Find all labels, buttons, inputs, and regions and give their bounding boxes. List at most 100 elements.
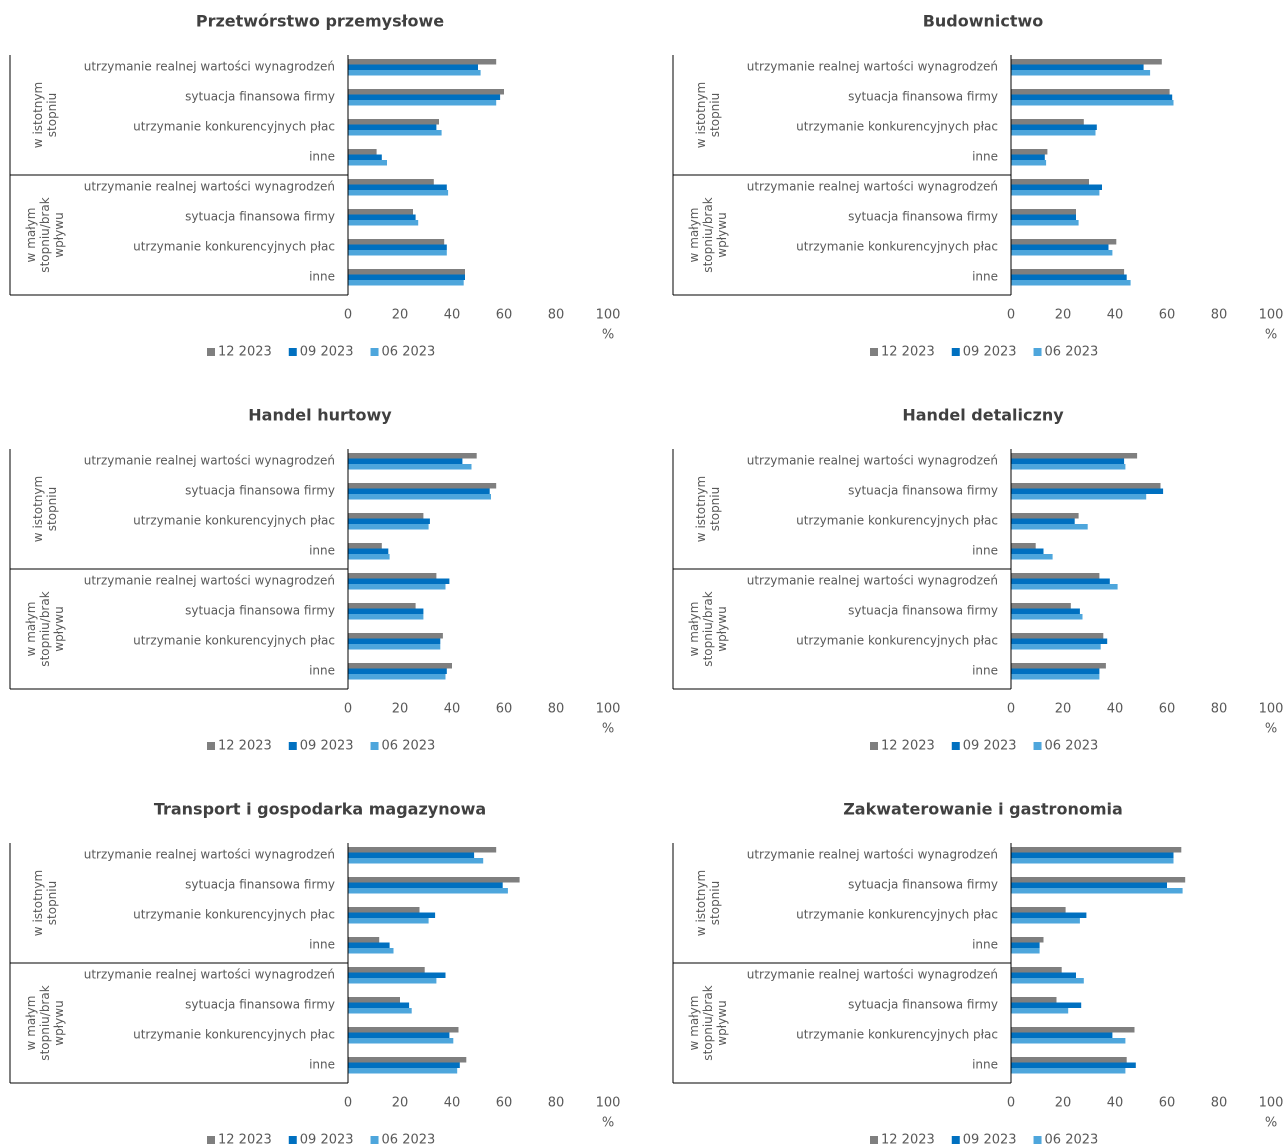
- x-tick-label: 0: [344, 702, 352, 717]
- x-tick-label: 40: [444, 308, 461, 323]
- bar: [348, 209, 413, 215]
- legend-swatch: [288, 742, 297, 750]
- bar: [1011, 149, 1048, 155]
- bar: [1011, 464, 1126, 470]
- x-tick-label: 20: [1055, 308, 1072, 323]
- bar: [348, 220, 419, 226]
- bar: [348, 214, 416, 220]
- legend-label: 06 2023: [382, 345, 436, 360]
- category-label: utrzymanie realnej wartości wynagrodzeń: [84, 454, 335, 468]
- bar: [348, 543, 382, 549]
- category-label: inne: [972, 270, 998, 284]
- bar: [1011, 518, 1075, 524]
- bar: [348, 269, 465, 275]
- bar: [348, 912, 436, 918]
- bar: [348, 190, 449, 196]
- category-label: utrzymanie konkurencyjnych płac: [796, 120, 998, 134]
- category-label: sytuacja finansowa firmy: [848, 878, 998, 892]
- x-tick-label: 40: [1107, 702, 1124, 717]
- bar: [1011, 997, 1057, 1003]
- bar: [348, 972, 446, 978]
- bar: [348, 1027, 459, 1033]
- bar: [348, 1008, 412, 1014]
- bar: [1011, 130, 1096, 136]
- legend-swatch: [951, 1136, 960, 1144]
- x-unit: %: [602, 1116, 614, 1131]
- bar: [348, 179, 434, 185]
- category-label: utrzymanie konkurencyjnych płac: [796, 634, 998, 648]
- bar: [1011, 64, 1144, 70]
- x-unit: %: [1265, 1116, 1277, 1131]
- x-tick-label: 0: [1007, 308, 1015, 323]
- bar: [1011, 160, 1047, 166]
- legend-label: 09 2023: [963, 345, 1017, 360]
- bar: [1011, 179, 1089, 185]
- category-label: sytuacja finansowa firmy: [848, 90, 998, 104]
- legend-swatch: [370, 348, 379, 356]
- legend-swatch: [1033, 348, 1042, 356]
- bar: [1011, 573, 1100, 579]
- category-label: utrzymanie realnej wartości wynagrodzeń: [747, 968, 998, 982]
- bar: [348, 668, 447, 674]
- category-label: utrzymanie konkurencyjnych płac: [133, 514, 335, 528]
- category-label: sytuacja finansowa firmy: [185, 998, 335, 1012]
- category-label: inne: [309, 150, 335, 164]
- bar: [348, 160, 387, 166]
- bar: [1011, 1002, 1082, 1008]
- bar: [348, 244, 447, 250]
- x-unit: %: [602, 722, 614, 737]
- bar: [1011, 220, 1079, 226]
- bar: [1011, 453, 1138, 459]
- bar: [348, 638, 441, 644]
- bar: [1011, 269, 1125, 275]
- x-tick-label: 80: [1211, 308, 1228, 323]
- category-label: utrzymanie konkurencyjnych płac: [133, 120, 335, 134]
- x-tick-label: 20: [1055, 702, 1072, 717]
- group-label: w istotnym stopniu: [694, 475, 722, 543]
- legend-label: 12 2023: [218, 345, 272, 360]
- x-tick-label: 100: [596, 1096, 621, 1111]
- bar: [1011, 937, 1044, 943]
- x-tick-label: 0: [344, 308, 352, 323]
- bar: [1011, 1038, 1126, 1044]
- bar: [1011, 548, 1044, 554]
- x-tick-label: 60: [1159, 702, 1176, 717]
- bar: [1011, 280, 1131, 286]
- category-label: sytuacja finansowa firmy: [848, 604, 998, 618]
- bar: [348, 239, 445, 245]
- bar: [1011, 668, 1100, 674]
- bar: [1011, 190, 1100, 196]
- bar: [348, 513, 424, 519]
- bar: [1011, 70, 1151, 76]
- bar: [1011, 154, 1045, 160]
- bar: [348, 603, 416, 609]
- legend-label: 06 2023: [382, 739, 436, 754]
- x-tick-label: 80: [548, 702, 565, 717]
- bar: [348, 554, 390, 560]
- bar: [1011, 614, 1083, 620]
- x-tick-label: 60: [496, 308, 513, 323]
- bar: [348, 1062, 460, 1068]
- legend-swatch: [1033, 1136, 1042, 1144]
- category-label: sytuacja finansowa firmy: [185, 90, 335, 104]
- x-tick-label: 100: [596, 308, 621, 323]
- bar: [1011, 513, 1079, 519]
- bar: [1011, 912, 1087, 918]
- category-label: utrzymanie konkurencyjnych płac: [796, 1028, 998, 1042]
- x-tick-label: 20: [392, 1096, 409, 1111]
- category-label: inne: [972, 938, 998, 952]
- bar: [348, 458, 463, 464]
- bar: [1011, 274, 1127, 280]
- x-tick-label: 0: [1007, 1096, 1015, 1111]
- bar: [1011, 882, 1167, 888]
- bar: [1011, 967, 1062, 973]
- bar: [348, 674, 446, 680]
- bar: [348, 280, 464, 286]
- bar: [1011, 942, 1040, 948]
- x-tick-label: 40: [444, 1096, 461, 1111]
- category-label: inne: [309, 938, 335, 952]
- bar: [348, 882, 503, 888]
- bar: [348, 663, 452, 669]
- chart-title: Przetwórstwo przemysłowe: [196, 12, 444, 31]
- bar: [1011, 603, 1071, 609]
